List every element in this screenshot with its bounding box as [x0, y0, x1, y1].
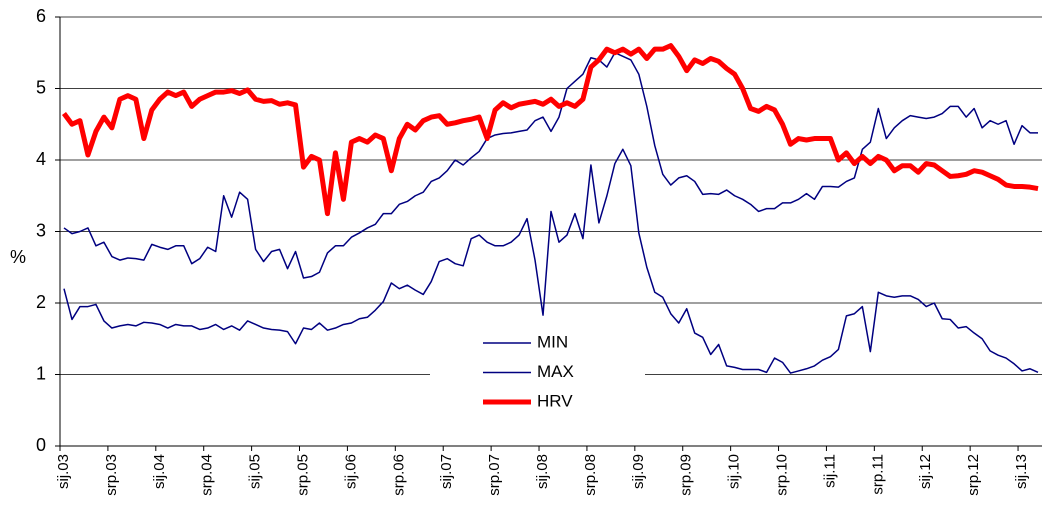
x-tick-label: srp.05: [294, 454, 311, 496]
y-tick-label: 4: [36, 149, 46, 169]
x-tick-label: sij.04: [151, 454, 168, 489]
x-tick-label: srp.07: [486, 454, 503, 496]
x-tick-label: sij.07: [438, 454, 455, 489]
series-line: [63, 148, 1039, 374]
y-tick-label: 2: [36, 292, 46, 312]
y-tick-label: 0: [36, 435, 46, 455]
x-tick-label: srp.08: [582, 454, 599, 496]
y-tick-label: 6: [36, 6, 46, 26]
x-tick-label: srp.03: [103, 454, 120, 496]
x-tick-label: srp.12: [965, 454, 982, 496]
x-tick-label: srp.06: [390, 454, 407, 496]
y-axis-label: %: [10, 247, 26, 267]
x-tick-label: sij.08: [534, 454, 551, 489]
x-tick-label: sij.10: [726, 454, 743, 489]
x-tick-label: sij.13: [1013, 454, 1030, 489]
x-tick-label: sij.05: [247, 454, 264, 489]
series-line: [61, 43, 1039, 217]
y-tick-label: 5: [36, 77, 46, 97]
x-tick-label: sij.12: [917, 454, 934, 489]
x-tick-label: sij.06: [342, 454, 359, 489]
x-tick-label: srp.04: [199, 454, 216, 496]
legend-label: MAX: [537, 362, 574, 381]
series-line: [63, 52, 1039, 279]
legend: MIN MAX HRV: [430, 326, 645, 418]
y-tick-label: 1: [36, 363, 46, 383]
legend-label: HRV: [537, 391, 573, 410]
x-tick-label: sij.09: [630, 454, 647, 489]
x-tick-label: srp.09: [678, 454, 695, 496]
x-tick-label: sij.11: [821, 454, 838, 488]
y-tick-label: 3: [36, 220, 46, 240]
x-tick-label: sij.03: [55, 454, 72, 489]
legend-label: MIN: [537, 332, 568, 351]
legend-box: [430, 326, 645, 418]
x-tick-label: srp.10: [773, 454, 790, 496]
x-tick-label: srp.11: [869, 454, 886, 495]
